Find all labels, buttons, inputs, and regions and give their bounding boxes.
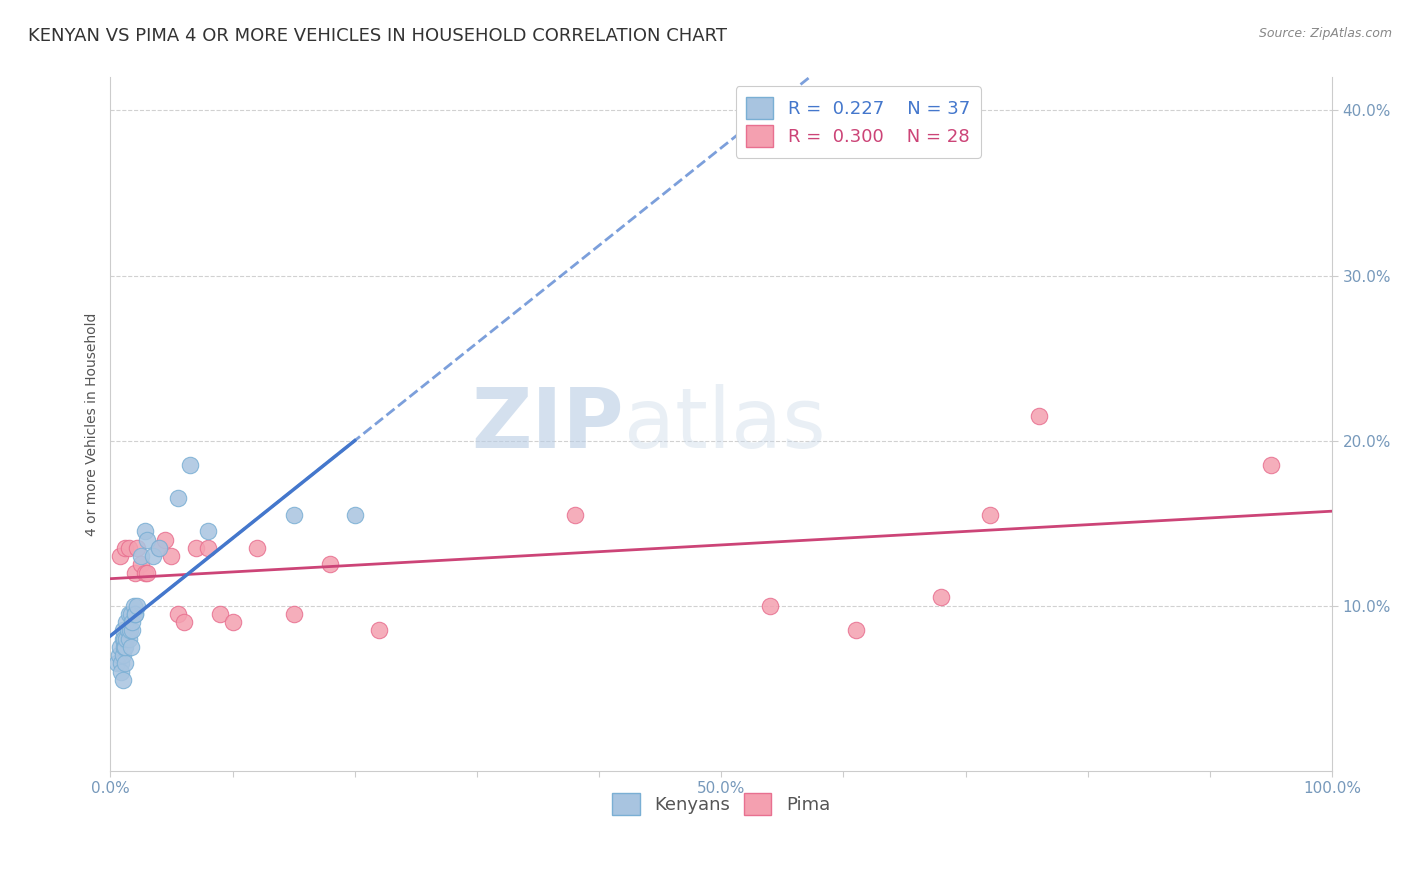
Point — [166, 491, 188, 506]
Point — [111, 648, 134, 662]
Point — [111, 673, 134, 687]
Point — [111, 624, 134, 638]
Point — [108, 549, 131, 563]
Point — [160, 549, 183, 563]
Point — [173, 615, 195, 629]
Point — [117, 624, 139, 638]
Point — [118, 632, 141, 646]
Point — [166, 607, 188, 621]
Point — [105, 657, 128, 671]
Point — [111, 632, 134, 646]
Point — [124, 607, 146, 621]
Point — [108, 640, 131, 654]
Point — [115, 632, 138, 646]
Point — [179, 458, 201, 473]
Point — [121, 624, 143, 638]
Point — [564, 508, 586, 522]
Point — [142, 549, 165, 563]
Point — [110, 657, 132, 671]
Point — [118, 541, 141, 555]
Point — [1260, 458, 1282, 473]
Point — [114, 541, 136, 555]
Point — [114, 640, 136, 654]
Point — [197, 541, 219, 555]
Text: ZIP: ZIP — [471, 384, 623, 465]
Point — [929, 591, 952, 605]
Point — [115, 615, 138, 629]
Point — [129, 558, 152, 572]
Point — [197, 524, 219, 539]
Point — [121, 615, 143, 629]
Text: atlas: atlas — [623, 384, 825, 465]
Point — [845, 624, 868, 638]
Point — [246, 541, 269, 555]
Point — [136, 533, 159, 547]
Point — [184, 541, 207, 555]
Point — [114, 657, 136, 671]
Point — [118, 607, 141, 621]
Point — [122, 599, 145, 613]
Point — [129, 549, 152, 563]
Text: KENYAN VS PIMA 4 OR MORE VEHICLES IN HOUSEHOLD CORRELATION CHART: KENYAN VS PIMA 4 OR MORE VEHICLES IN HOU… — [28, 27, 727, 45]
Point — [283, 508, 305, 522]
Point — [127, 541, 149, 555]
Point — [209, 607, 232, 621]
Point — [319, 558, 342, 572]
Point — [368, 624, 391, 638]
Point — [112, 640, 135, 654]
Point — [283, 607, 305, 621]
Point — [221, 615, 243, 629]
Point — [134, 566, 156, 580]
Text: Source: ZipAtlas.com: Source: ZipAtlas.com — [1258, 27, 1392, 40]
Point — [148, 541, 170, 555]
Point — [979, 508, 1001, 522]
Point — [110, 665, 132, 679]
Point — [759, 599, 782, 613]
Point — [108, 648, 131, 662]
Point — [124, 566, 146, 580]
Point — [148, 541, 170, 555]
Point — [155, 533, 177, 547]
Point — [343, 508, 366, 522]
Point — [118, 624, 141, 638]
Point — [120, 607, 142, 621]
Point — [124, 607, 146, 621]
Point — [1028, 409, 1050, 423]
Y-axis label: 4 or more Vehicles in Household: 4 or more Vehicles in Household — [86, 312, 100, 536]
Point — [136, 566, 159, 580]
Point — [127, 599, 149, 613]
Point — [112, 632, 135, 646]
Point — [120, 640, 142, 654]
Point — [134, 524, 156, 539]
Legend: Kenyans, Pima: Kenyans, Pima — [603, 784, 839, 824]
